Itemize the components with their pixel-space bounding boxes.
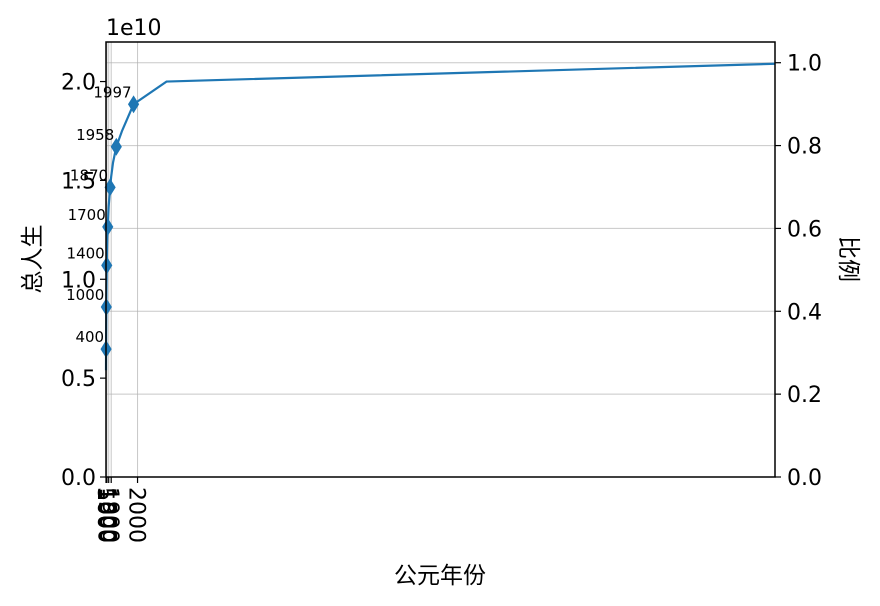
- x-axis-title: 公元年份: [394, 563, 486, 589]
- data-point-marker: [104, 178, 116, 197]
- data-point-marker: [127, 95, 140, 114]
- data-point-marker: [110, 137, 122, 156]
- grid: [105, 42, 775, 477]
- y-left-tick-label: 1.0: [61, 268, 96, 293]
- x-tick-label: 1500: [93, 487, 118, 543]
- data-point-label: 400: [75, 328, 104, 346]
- y-offset-label: 1e10: [106, 16, 162, 41]
- data-point-label: 1000: [66, 286, 104, 304]
- y-right-tick-label: 0.6: [787, 217, 822, 242]
- y-right-tick-label: 0.8: [787, 135, 822, 160]
- y-axis-left: 0.0 0.5 1.0 1.5 2.0: [61, 71, 106, 491]
- y-left-tick-label: 2.0: [61, 71, 96, 96]
- y-right-tick-label: 0.2: [787, 383, 822, 408]
- y-right-tick-label: 0.0: [787, 466, 822, 491]
- x-tick-label: 1900: [97, 487, 122, 543]
- y-axis-right-title: 比例: [835, 236, 861, 282]
- y-left-tick-label: 0.0: [61, 466, 96, 491]
- data-point-label: 1997: [93, 83, 131, 101]
- data-point-label: 1400: [67, 244, 105, 262]
- y-left-tick-label: 1.5: [61, 169, 96, 194]
- data-point-label: 1870: [70, 166, 108, 184]
- y-axis-right: 0.0 0.2 0.4 0.6 0.8 1.0: [775, 52, 822, 491]
- y-axis-left-title: 总人生: [20, 225, 46, 294]
- x-tick-label: 500: [92, 487, 117, 529]
- y-right-tick-label: 0.4: [787, 300, 822, 325]
- y-right-tick-label: 1.0: [787, 52, 822, 77]
- series-line: [104, 62, 776, 371]
- data-series: 400 1000 1400 1700 1870 1958 1997: [66, 62, 776, 371]
- plot-frame: [105, 41, 776, 478]
- x-tick-label: 1000: [92, 487, 117, 543]
- x-tick-label: 1800: [95, 487, 120, 543]
- data-point-label: 1958: [76, 126, 114, 144]
- x-tick-label: 2000: [124, 487, 149, 543]
- y-left-tick-label: 0.5: [61, 367, 96, 392]
- x-tick-label: 1: [92, 487, 117, 501]
- data-point-label: 1700: [68, 206, 106, 224]
